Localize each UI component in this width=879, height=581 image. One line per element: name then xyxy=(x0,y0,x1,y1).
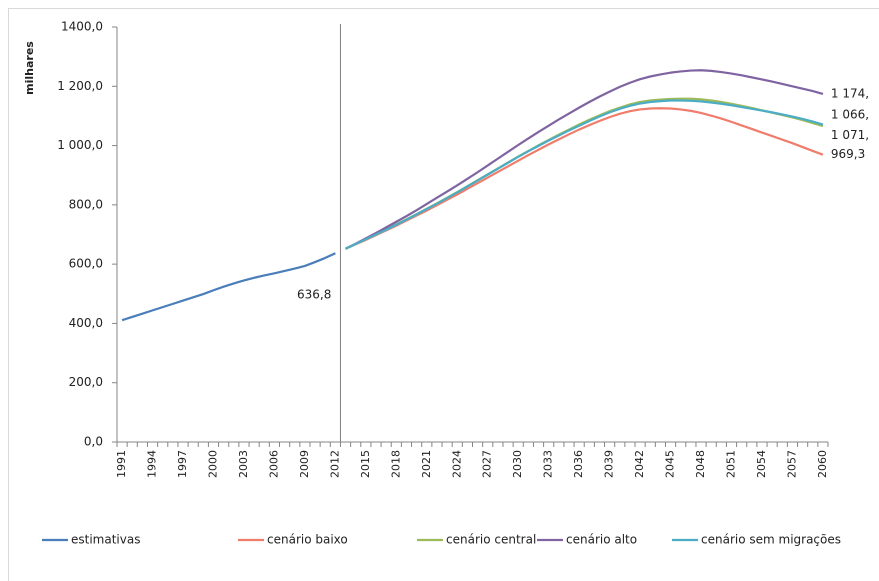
y-tick-label: 400,0 xyxy=(69,316,103,330)
x-tick-label: 2057 xyxy=(785,450,798,478)
data-label: 636,8 xyxy=(297,288,331,302)
series-line xyxy=(345,69,824,250)
x-tick-label: 2000 xyxy=(206,450,219,478)
x-tick-label: 2012 xyxy=(328,450,341,478)
data-label: 1 174, xyxy=(831,86,869,100)
x-tick-label: 1991 xyxy=(115,450,128,478)
legend-label: cenário alto xyxy=(566,533,637,547)
series-line xyxy=(121,252,336,322)
data-label: 1 066, xyxy=(831,108,869,122)
y-tick-label: 0,0 xyxy=(84,435,103,449)
legend-label: cenário baixo xyxy=(267,533,348,547)
x-tick-label: 2030 xyxy=(511,450,524,478)
x-tick-label: 2024 xyxy=(450,450,463,478)
x-tick-label: 2027 xyxy=(481,450,494,478)
x-tick-label: 2003 xyxy=(237,450,250,478)
x-tick-label: 2033 xyxy=(542,450,555,478)
y-tick-label: 1 200,0 xyxy=(57,79,103,93)
series-line xyxy=(345,97,824,250)
x-tick-label: 2048 xyxy=(694,450,707,478)
data-label: 969,3 xyxy=(831,147,865,161)
x-tick-label: 2006 xyxy=(267,450,280,478)
y-tick-label: 1 000,0 xyxy=(57,138,103,152)
x-tick-label: 2042 xyxy=(633,450,646,478)
y-tick-label: 1400,0 xyxy=(61,20,103,34)
data-label: 1 071, xyxy=(831,128,869,142)
x-tick-label: 2009 xyxy=(298,450,311,478)
x-tick-label: 1997 xyxy=(176,450,189,478)
legend-label: estimativas xyxy=(71,533,140,547)
series-line xyxy=(345,107,824,250)
series-line xyxy=(345,99,824,250)
y-tick-label: 800,0 xyxy=(69,197,103,211)
x-tick-label: 2036 xyxy=(572,450,585,478)
x-tick-label: 2045 xyxy=(664,450,677,478)
legend-label: cenário central xyxy=(446,533,536,547)
y-tick-label: 600,0 xyxy=(69,257,103,271)
y-axis-label: milhares xyxy=(23,41,36,95)
x-tick-label: 2039 xyxy=(603,450,616,478)
x-tick-label: 2060 xyxy=(816,450,829,478)
x-tick-label: 2051 xyxy=(725,450,738,478)
x-tick-label: 1994 xyxy=(146,450,159,478)
chart-frame xyxy=(8,8,879,581)
x-tick-label: 2054 xyxy=(755,450,768,478)
x-tick-label: 2021 xyxy=(420,450,433,478)
y-tick-label: 200,0 xyxy=(69,375,103,389)
x-tick-label: 2015 xyxy=(359,450,372,478)
x-tick-label: 2018 xyxy=(389,450,402,478)
legend-label: cenário sem migrações xyxy=(701,533,841,547)
